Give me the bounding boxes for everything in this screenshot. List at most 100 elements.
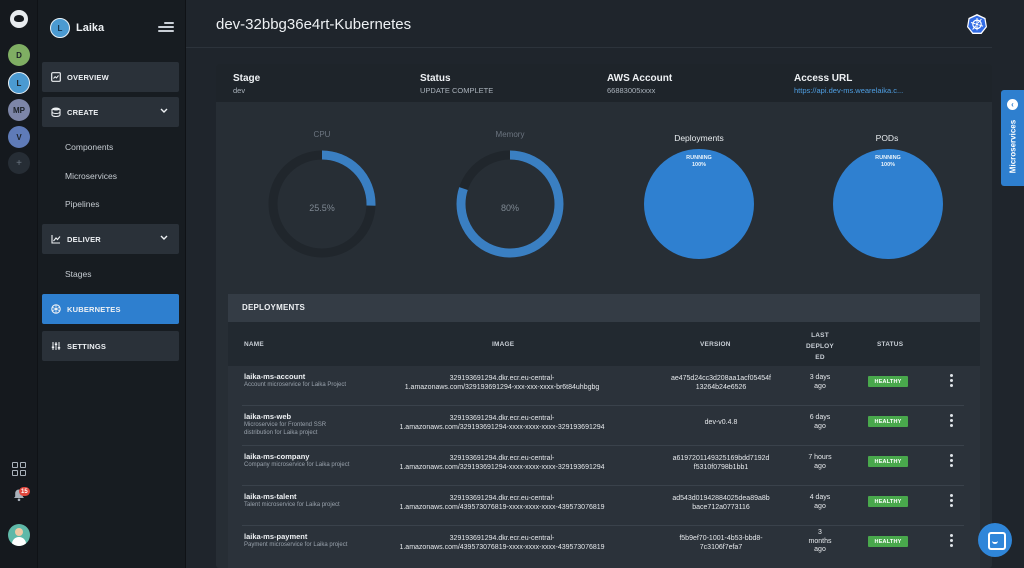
nav-stages[interactable]: Stages [65,269,92,279]
access-url-link[interactable]: https://api.dev-ms.wearelaika.c... [794,86,904,95]
deployments-pie-label: RUNNING 100% [679,155,719,169]
microservices-side-tab[interactable]: ‹ Microservices [1001,90,1024,186]
user-avatar[interactable] [8,524,30,546]
pods-state: RUNNING [875,155,901,161]
nav-pipelines[interactable]: Pipelines [65,199,100,209]
memory-value: 80% [500,203,519,213]
deployment-version: dev-v0.4.8 [704,419,738,426]
nav-overview-label: OVERVIEW [67,72,109,82]
workspace-avatar-l[interactable]: L [8,72,30,94]
status-label: Status [420,73,451,84]
nav-microservices[interactable]: Microservices [65,171,117,181]
deployments-title: DEPLOYMENTS [242,303,306,312]
deployment-name[interactable]: laika-ms-web [244,412,292,421]
workspace-avatar-v[interactable]: V [8,126,30,148]
deployment-version: ae475d24cc3d208aa1acf05454f 13264b24e6526 [670,375,772,391]
chevron-down-icon [160,108,168,113]
nav-settings-label: SETTINGS [67,341,107,351]
col-image: IMAGE [492,341,515,348]
deployment-description: Talent microservice for Laika project [244,502,340,508]
memory-gauge-fill [456,150,564,258]
sliders-icon [51,341,61,351]
table-row[interactable]: laika-ms-payment Payment microservice fo… [242,526,964,566]
chevron-down-icon [160,235,168,240]
nav-create-label: CREATE [67,107,99,117]
more-options-icon[interactable] [948,454,956,468]
cpu-value: 25.5% [309,203,335,213]
workspace-avatar-mp[interactable]: MP [8,99,30,121]
deployment-name[interactable]: laika-ms-talent [244,492,297,501]
col-status: STATUS [877,341,904,348]
trend-up-icon [51,234,61,244]
deployment-image: 329193691294.dkr.ecr.eu-central- 1.amazon… [399,415,605,431]
more-options-icon[interactable] [948,414,956,428]
page-title: dev-32bbg36e4rt-Kubernetes [216,16,412,33]
status-badge: HEALTHY [868,536,908,547]
status-info: Status UPDATE COMPLETE [420,73,493,95]
deployment-name[interactable]: laika-ms-payment [244,532,308,541]
chevron-left-icon: ‹ [1007,99,1018,110]
memory-gauge [456,150,564,258]
col-last-deployed-line3: ED [815,354,825,361]
deployment-version: f5b9ef70-1001-4b53-bbd8- 7c3106f7efa7 [679,535,763,551]
collapse-menu-icon[interactable] [158,21,174,33]
deployment-last-deployed: 3 months ago [808,529,832,553]
cluster-info-bar: Stage dev Status UPDATE COMPLETE AWS Acc… [216,64,992,102]
app-logo-icon[interactable] [10,10,28,28]
database-icon [51,107,61,117]
more-options-icon[interactable] [948,534,956,548]
add-workspace-button[interactable]: + [8,152,30,174]
apps-grid-icon[interactable] [12,462,26,476]
deployments-table: DEPLOYMENTS NAME IMAGE VERSION LAST DEPL… [228,294,980,568]
deployment-name[interactable]: laika-ms-company [244,452,310,461]
memory-label: Memory [495,130,525,139]
page-header: dev-32bbg36e4rt-Kubernetes [186,0,992,48]
nav-kubernetes-label: KUBERNETES [67,304,121,314]
cpu-gauge [268,150,376,258]
col-last-deployed: LAST DEPLOY ED [798,330,842,363]
deployment-last-deployed: 7 hours ago [808,454,832,470]
deployment-image: 329193691294.dkr.ecr.eu-central- 1.amazon… [399,455,605,471]
deployment-last-deployed: 3 days ago [809,374,831,390]
deployment-last-deployed: 6 days ago [809,414,831,430]
kubernetes-icon [51,304,61,314]
table-row[interactable]: laika-ms-talent Talent microservice for … [242,486,964,526]
chat-support-button[interactable] [978,523,1012,557]
stage-info: Stage dev [233,73,260,95]
table-row[interactable]: laika-ms-account Account microservice fo… [242,366,964,406]
cpu-label: CPU [313,130,331,139]
access-url-label: Access URL [794,73,853,84]
deployment-description: Microservice for Frontend SSR distributi… [244,422,327,436]
kubernetes-logo-icon [967,14,987,34]
deployment-image: 329193691294.dkr.ecr.eu-central- 1.amazon… [404,375,600,391]
deployments-table-header: DEPLOYMENTS [228,294,980,322]
deployments-state: RUNNING [686,155,712,161]
nav-deliver[interactable]: DELIVER [42,224,179,254]
deployment-name[interactable]: laika-ms-account [244,372,306,381]
more-options-icon[interactable] [948,494,956,508]
cluster-card: Stage dev Status UPDATE COMPLETE AWS Acc… [216,64,992,568]
pods-pie-label: RUNNING 100% [868,155,908,169]
stage-label: Stage [233,73,261,84]
deployment-last-deployed: 4 days ago [809,494,831,510]
workspace-avatar-d[interactable]: D [8,44,30,66]
pods-percent: 100% [880,162,896,168]
aws-account-label: AWS Account [607,73,673,84]
nav-components[interactable]: Components [65,142,114,152]
status-badge: HEALTHY [868,416,908,427]
deployment-description: Payment microservice for Laika project [244,542,348,548]
table-row[interactable]: laika-ms-web Microservice for Frontend S… [242,406,964,446]
nav-settings[interactable]: SETTINGS [42,331,179,361]
nav-create[interactable]: CREATE [42,97,179,127]
deployment-image: 329193691294.dkr.ecr.eu-central- 1.amazon… [399,495,605,511]
table-row[interactable]: laika-ms-company Company microservice fo… [242,446,964,486]
pods-chart-label: PODs [875,133,899,143]
col-name: NAME [244,341,264,348]
nav-overview[interactable]: OVERVIEW [42,62,179,92]
deployments-pie-slice [644,149,754,259]
deployment-image: 329193691294.dkr.ecr.eu-central- 1.amazon… [399,535,605,551]
deployments-chart-label: Deployments [674,133,724,143]
more-options-icon[interactable] [948,374,956,388]
nav-kubernetes[interactable]: KUBERNETES [42,294,179,324]
pods-pie [833,149,943,259]
